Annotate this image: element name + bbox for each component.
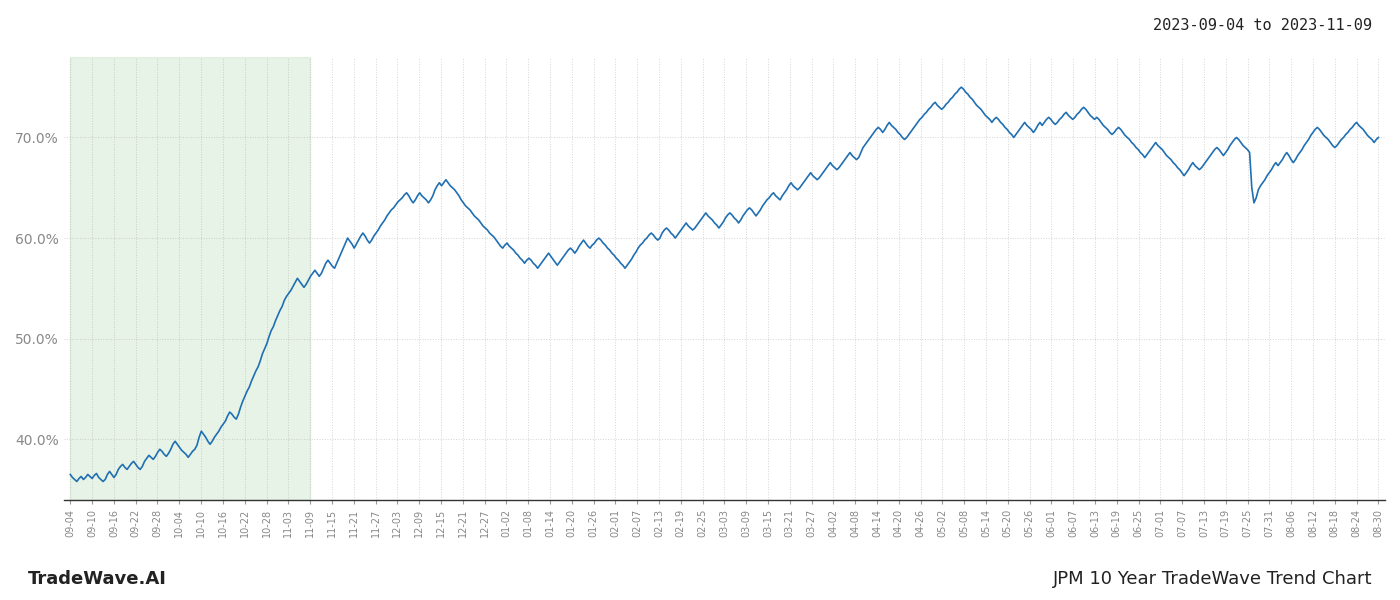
Bar bbox=[70, 57, 311, 500]
Text: JPM 10 Year TradeWave Trend Chart: JPM 10 Year TradeWave Trend Chart bbox=[1053, 570, 1372, 588]
Text: 2023-09-04 to 2023-11-09: 2023-09-04 to 2023-11-09 bbox=[1154, 18, 1372, 33]
Text: TradeWave.AI: TradeWave.AI bbox=[28, 570, 167, 588]
